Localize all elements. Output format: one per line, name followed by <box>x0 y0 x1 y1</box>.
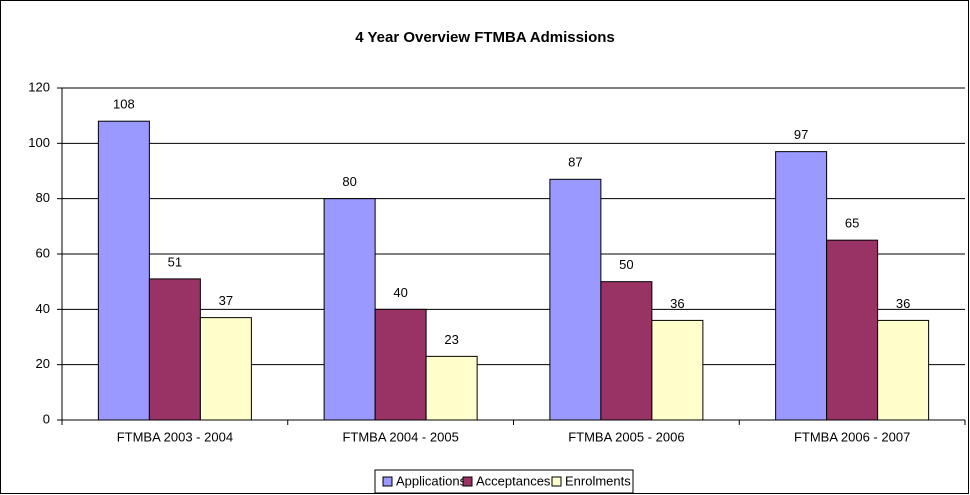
bar <box>600 281 653 421</box>
legend-swatch <box>462 476 473 487</box>
data-label: 65 <box>845 216 859 231</box>
bar <box>877 319 930 421</box>
data-label: 23 <box>444 332 458 347</box>
legend-swatch <box>551 476 562 487</box>
bar <box>775 151 828 421</box>
y-tick-label: 120 <box>28 79 50 94</box>
bar <box>826 239 879 421</box>
data-label: 80 <box>342 174 356 189</box>
x-tick-label: FTMBA 2004 - 2005 <box>342 429 458 444</box>
data-label: 108 <box>113 97 135 112</box>
x-tick-label: FTMBA 2003 - 2004 <box>117 429 233 444</box>
y-tick-label: 100 <box>28 135 50 150</box>
bar <box>97 120 150 421</box>
legend-swatch <box>382 476 393 487</box>
data-label: 37 <box>219 293 233 308</box>
chart-title: 4 Year Overview FTMBA Admissions <box>355 29 615 46</box>
bar <box>374 308 427 421</box>
bar <box>549 178 602 421</box>
data-label: 50 <box>619 257 633 272</box>
bar <box>323 198 376 421</box>
bar <box>148 278 201 421</box>
y-tick-label: 40 <box>36 301 50 316</box>
legend-label: Applications <box>396 473 467 488</box>
x-tick-label: FTMBA 2005 - 2006 <box>568 429 684 444</box>
data-label: 36 <box>670 296 684 311</box>
data-label: 36 <box>896 296 910 311</box>
y-tick-label: 0 <box>43 411 50 426</box>
legend-label: Enrolments <box>565 473 631 488</box>
legend-label: Acceptances <box>476 473 551 488</box>
y-tick-label: 80 <box>36 190 50 205</box>
data-label: 40 <box>393 285 407 300</box>
data-label: 87 <box>568 155 582 170</box>
y-tick-label: 60 <box>36 245 50 260</box>
legend-frame <box>374 469 634 494</box>
bar <box>651 319 704 421</box>
bar <box>199 317 252 421</box>
data-label: 97 <box>794 127 808 142</box>
bar <box>425 355 478 421</box>
data-label: 51 <box>168 254 182 269</box>
y-tick-label: 20 <box>36 356 50 371</box>
x-tick-label: FTMBA 2006 - 2007 <box>794 429 910 444</box>
